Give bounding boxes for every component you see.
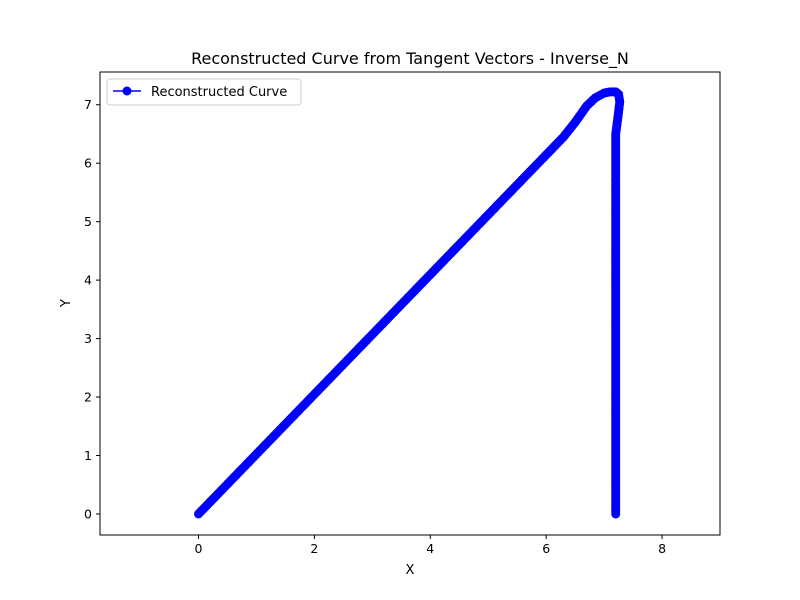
x-tick-label: 6 (542, 541, 550, 556)
y-axis-ticks: 0 1 2 3 4 5 6 7 (84, 97, 100, 521)
data-point (611, 509, 621, 519)
y-axis-label: Y (59, 299, 74, 308)
x-axis-ticks: 0 2 4 6 8 (195, 535, 666, 556)
x-tick-label: 2 (310, 541, 318, 556)
plot-area (194, 87, 625, 519)
x-tick-label: 0 (195, 541, 203, 556)
legend-box (106, 78, 302, 106)
y-tick-label: 7 (84, 97, 92, 112)
x-tick-label: 8 (658, 541, 666, 556)
legend-label: Reconstructed Curve (151, 85, 287, 100)
chart-title: Reconstructed Curve from Tangent Vectors… (191, 49, 629, 69)
y-tick-label: 3 (84, 331, 92, 346)
legend: Reconstructed Curve (106, 78, 302, 106)
y-tick-label: 4 (84, 273, 92, 288)
y-tick-label: 1 (84, 448, 92, 463)
legend-marker-swatch (122, 86, 132, 96)
y-tick-label: 5 (84, 214, 92, 229)
y-tick-label: 2 (84, 390, 92, 405)
x-tick-label: 4 (426, 541, 434, 556)
x-axis-label: X (406, 563, 415, 578)
axes-frame (99, 71, 721, 536)
series-markers (194, 87, 625, 519)
y-tick-label: 0 (84, 506, 92, 521)
y-tick-label: 6 (84, 156, 92, 171)
